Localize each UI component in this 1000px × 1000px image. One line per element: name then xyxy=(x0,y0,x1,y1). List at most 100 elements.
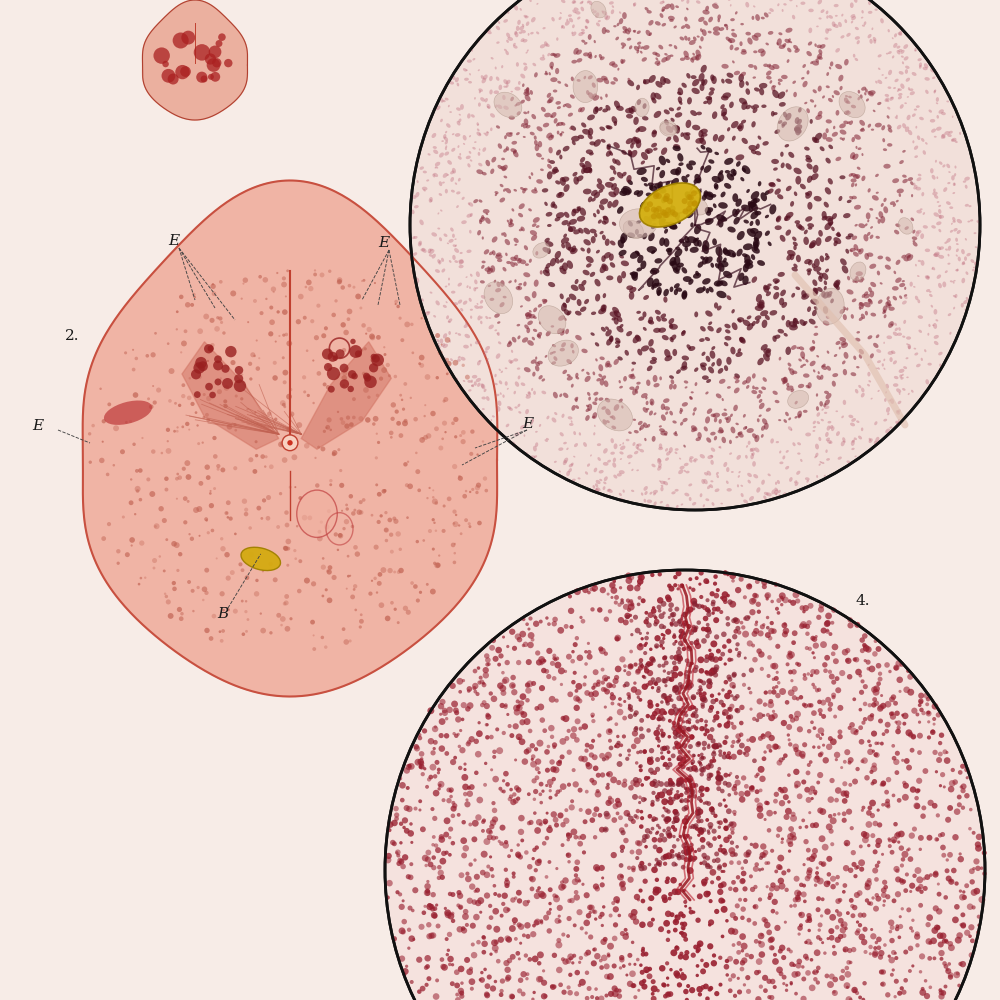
Circle shape xyxy=(654,191,660,197)
Ellipse shape xyxy=(496,394,500,396)
Circle shape xyxy=(468,522,471,525)
Circle shape xyxy=(485,657,491,663)
Circle shape xyxy=(214,355,222,363)
Ellipse shape xyxy=(439,181,442,186)
Circle shape xyxy=(823,668,828,673)
Ellipse shape xyxy=(820,146,825,151)
Ellipse shape xyxy=(830,61,833,66)
Ellipse shape xyxy=(915,187,921,190)
Circle shape xyxy=(582,682,586,687)
Circle shape xyxy=(652,837,657,843)
Circle shape xyxy=(680,617,683,620)
Circle shape xyxy=(925,702,929,706)
Circle shape xyxy=(505,976,510,982)
Circle shape xyxy=(752,921,757,926)
Circle shape xyxy=(451,421,455,425)
Ellipse shape xyxy=(672,125,680,131)
Circle shape xyxy=(181,383,185,387)
Circle shape xyxy=(566,838,570,841)
Ellipse shape xyxy=(571,420,573,423)
Circle shape xyxy=(842,818,847,823)
Circle shape xyxy=(229,516,233,521)
Circle shape xyxy=(843,883,847,888)
Ellipse shape xyxy=(666,125,673,133)
Ellipse shape xyxy=(511,208,514,212)
Ellipse shape xyxy=(550,352,553,355)
Circle shape xyxy=(798,826,802,829)
Ellipse shape xyxy=(595,488,599,494)
Circle shape xyxy=(664,854,668,858)
Ellipse shape xyxy=(836,341,841,345)
Ellipse shape xyxy=(877,256,883,259)
Circle shape xyxy=(440,957,444,962)
Ellipse shape xyxy=(727,226,736,233)
Circle shape xyxy=(937,892,942,897)
Ellipse shape xyxy=(677,263,684,268)
Circle shape xyxy=(621,782,627,788)
Circle shape xyxy=(438,784,442,787)
Ellipse shape xyxy=(614,404,619,411)
Circle shape xyxy=(612,684,616,688)
Ellipse shape xyxy=(486,213,488,215)
Ellipse shape xyxy=(687,236,697,243)
Ellipse shape xyxy=(646,30,651,36)
Circle shape xyxy=(873,821,878,826)
Ellipse shape xyxy=(914,352,918,356)
Circle shape xyxy=(750,843,753,846)
Circle shape xyxy=(683,845,689,852)
Circle shape xyxy=(617,603,622,607)
Ellipse shape xyxy=(860,94,863,99)
Ellipse shape xyxy=(630,374,634,378)
Circle shape xyxy=(656,213,662,219)
Circle shape xyxy=(465,490,467,492)
Circle shape xyxy=(542,841,546,846)
Circle shape xyxy=(700,767,706,773)
Ellipse shape xyxy=(839,309,845,314)
Circle shape xyxy=(280,441,286,447)
Circle shape xyxy=(684,805,689,810)
Ellipse shape xyxy=(677,107,681,111)
Ellipse shape xyxy=(670,224,678,230)
Circle shape xyxy=(585,790,589,794)
Ellipse shape xyxy=(883,342,885,344)
Ellipse shape xyxy=(721,95,729,101)
Ellipse shape xyxy=(740,72,746,77)
Circle shape xyxy=(767,896,772,900)
Circle shape xyxy=(426,433,431,439)
Circle shape xyxy=(795,750,802,757)
Ellipse shape xyxy=(842,360,846,364)
Circle shape xyxy=(682,198,688,204)
Circle shape xyxy=(912,874,917,878)
Ellipse shape xyxy=(868,364,870,366)
Ellipse shape xyxy=(506,146,509,151)
Ellipse shape xyxy=(635,98,649,117)
Circle shape xyxy=(874,877,879,882)
Circle shape xyxy=(224,511,229,515)
Circle shape xyxy=(439,699,446,705)
Circle shape xyxy=(933,871,938,876)
Circle shape xyxy=(727,657,732,662)
Ellipse shape xyxy=(657,62,660,66)
Ellipse shape xyxy=(591,311,596,315)
Circle shape xyxy=(784,631,788,635)
Ellipse shape xyxy=(507,342,512,347)
Circle shape xyxy=(415,759,421,766)
Ellipse shape xyxy=(847,121,850,124)
Circle shape xyxy=(567,985,571,990)
Ellipse shape xyxy=(675,431,677,434)
Ellipse shape xyxy=(666,248,673,252)
Circle shape xyxy=(156,388,161,393)
Circle shape xyxy=(695,814,701,819)
Circle shape xyxy=(448,827,453,832)
Circle shape xyxy=(685,697,688,701)
Circle shape xyxy=(908,946,913,951)
Circle shape xyxy=(449,787,454,793)
Circle shape xyxy=(767,828,771,833)
Ellipse shape xyxy=(476,122,479,126)
Ellipse shape xyxy=(466,285,469,288)
Ellipse shape xyxy=(611,9,614,14)
Circle shape xyxy=(601,955,608,961)
Circle shape xyxy=(687,201,693,207)
Circle shape xyxy=(448,963,452,966)
Ellipse shape xyxy=(894,33,897,37)
